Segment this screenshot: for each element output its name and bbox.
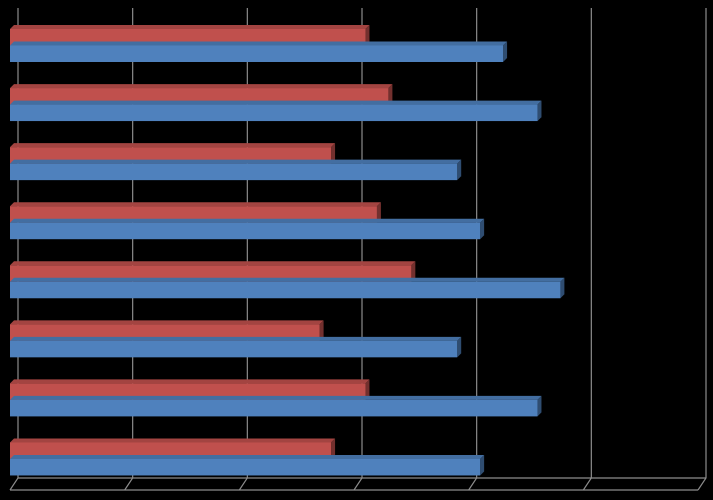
bar-face: [10, 458, 481, 476]
bar: [10, 25, 370, 46]
bar-side: [480, 454, 485, 476]
bar: [10, 320, 324, 341]
bar-face: [10, 206, 377, 223]
grid-line: [697, 8, 707, 491]
bar-face: [10, 281, 561, 299]
bar: [10, 202, 381, 223]
bar-face: [10, 442, 332, 459]
bar-top: [10, 336, 462, 341]
bar-top: [10, 41, 508, 46]
bar: [10, 84, 393, 105]
bar-face: [10, 324, 320, 341]
bar-side: [365, 25, 370, 46]
bar: [10, 277, 565, 299]
bar-top: [10, 454, 485, 459]
bar: [10, 395, 542, 417]
bar: [10, 261, 416, 282]
bar-side: [365, 379, 370, 400]
bar-side: [457, 336, 462, 358]
bar: [10, 159, 462, 181]
bar-side: [503, 41, 508, 62]
grid-line: [582, 8, 592, 491]
bar-top: [10, 143, 336, 148]
bar-top: [10, 202, 381, 207]
bar-face: [10, 383, 366, 400]
bar-face: [10, 88, 389, 105]
bar-side: [457, 159, 462, 181]
bar: [10, 379, 370, 400]
bar-face: [10, 340, 458, 358]
bar-face: [10, 222, 481, 240]
bar: [10, 438, 336, 459]
bar-top: [10, 100, 542, 105]
bar: [10, 454, 485, 476]
bar-top: [10, 25, 370, 29]
grid-line: [9, 8, 19, 491]
bar-side: [331, 143, 336, 164]
bar-face: [10, 147, 332, 164]
bar: [10, 336, 462, 358]
bar-side: [537, 100, 542, 122]
bar-top: [10, 320, 324, 325]
bar-face: [10, 104, 538, 122]
bar-top: [10, 438, 336, 443]
bar-top: [10, 379, 370, 384]
bar-face: [10, 399, 538, 417]
bar-side: [388, 84, 393, 105]
bar-side: [319, 320, 324, 341]
bar-top: [10, 159, 462, 164]
bar-top: [10, 218, 485, 223]
bar-face: [10, 265, 412, 282]
bar-face: [10, 29, 366, 46]
grid-line: [124, 8, 134, 491]
bar-side: [480, 218, 485, 240]
bar: [10, 143, 336, 164]
bar-side: [537, 395, 542, 417]
grid-line: [353, 8, 363, 491]
bar-face: [10, 45, 504, 62]
bar-top: [10, 395, 542, 400]
bar-side: [560, 277, 565, 299]
grid-line: [468, 8, 478, 491]
bar-face: [10, 163, 458, 181]
bar: [10, 100, 542, 122]
bar: [10, 41, 508, 62]
bar-top: [10, 261, 416, 266]
bar-top: [10, 277, 565, 282]
bar-side: [376, 202, 381, 223]
bar-top: [10, 84, 393, 89]
bar-side: [331, 438, 336, 459]
bar-side: [411, 261, 416, 282]
grid-line: [238, 8, 248, 491]
bar: [10, 218, 485, 240]
